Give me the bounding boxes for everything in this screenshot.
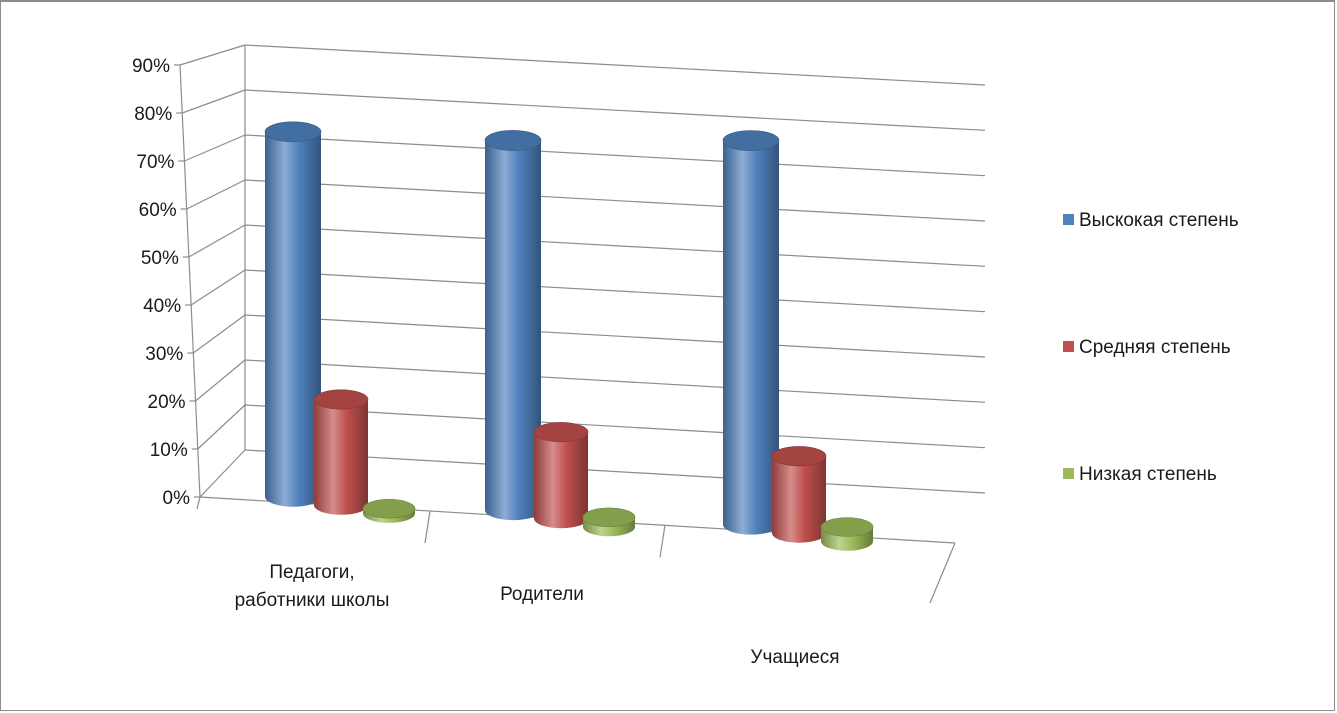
y-tick-label: 70% [136, 152, 174, 173]
legend-label: Выскокая степень [1079, 210, 1239, 231]
bar [362, 499, 416, 523]
category-label: работники школы [235, 590, 390, 611]
back-gridline [244, 449, 986, 494]
bar-top [264, 121, 322, 143]
side-gridline [179, 44, 246, 66]
bar-top [484, 130, 542, 151]
category-label: Педагоги, [269, 562, 354, 583]
side-gridline [195, 359, 246, 402]
bar-body [314, 399, 368, 515]
y-tick-label: 0% [163, 488, 191, 509]
bar [533, 422, 589, 529]
y-tick-label: 30% [145, 344, 183, 365]
bar-top [722, 130, 780, 151]
bar-body [265, 131, 321, 507]
y-tick-label: 60% [139, 200, 177, 221]
bar [264, 121, 322, 507]
legend-item: Низкая степень [1063, 464, 1217, 485]
legend-swatch [1063, 341, 1074, 352]
bar [771, 446, 827, 543]
y-tick-label: 10% [150, 440, 188, 461]
bars [264, 121, 874, 551]
bar-top [362, 499, 416, 519]
bar [820, 517, 874, 551]
bar-body [534, 432, 588, 529]
side-gridline [186, 179, 246, 210]
category-label: Родители [500, 584, 584, 605]
bar [722, 130, 780, 535]
bar-top [582, 507, 636, 527]
y-tick-label: 20% [148, 392, 186, 413]
legend-item: Средняя степень [1063, 337, 1231, 358]
bar-body [772, 456, 826, 543]
legend-item: Выскокая степень [1063, 210, 1239, 231]
y-tick-label: 80% [134, 104, 172, 125]
side-gridline [197, 404, 246, 450]
back-gridline [244, 224, 986, 267]
legend-swatch [1063, 214, 1074, 225]
side-gridline [190, 269, 246, 306]
bar [582, 507, 636, 537]
y-tick-label: 90% [132, 56, 170, 77]
back-gridline [244, 359, 986, 403]
gridlines [179, 44, 986, 498]
category-divider [659, 525, 666, 558]
back-gridline [244, 269, 986, 313]
bar [484, 130, 542, 521]
back-gridline [244, 89, 986, 131]
legend: Выскокая степень Средняя степень Низкая ст… [1063, 210, 1239, 485]
category-label: Учащиеся [750, 647, 839, 668]
back-gridline [244, 404, 986, 449]
bar-top [771, 446, 827, 467]
legend-swatch [1063, 468, 1074, 479]
back-gridline [244, 134, 986, 177]
y-tick-label: 50% [141, 248, 179, 269]
legend-label: Низкая степень [1079, 464, 1217, 485]
bar-body [723, 140, 779, 535]
back-gridline [244, 179, 986, 222]
y-axis-ticks: 0% 10% 20% 30% 40% 50% 60% 70% 80% 90% [132, 56, 200, 509]
bar-top [533, 422, 589, 443]
category-divider [424, 510, 431, 544]
side-gridline [188, 224, 246, 258]
back-gridline [244, 314, 986, 358]
side-gridline [184, 134, 246, 162]
bar-top [313, 389, 369, 410]
floor-corner-tick [929, 542, 956, 604]
bar [313, 389, 369, 515]
bar-top [820, 517, 874, 537]
side-gridline [182, 89, 246, 114]
legend-label: Средняя степень [1079, 337, 1231, 358]
category-labels: Педагоги, работники школы Родители Учащиеся [235, 562, 840, 668]
y-tick-label: 40% [143, 296, 181, 317]
bar-body [485, 140, 541, 521]
back-gridline [244, 44, 986, 86]
side-gridline [199, 449, 246, 498]
y-axis-line [179, 64, 201, 498]
side-gridline [192, 314, 246, 354]
category-divider [196, 496, 201, 510]
